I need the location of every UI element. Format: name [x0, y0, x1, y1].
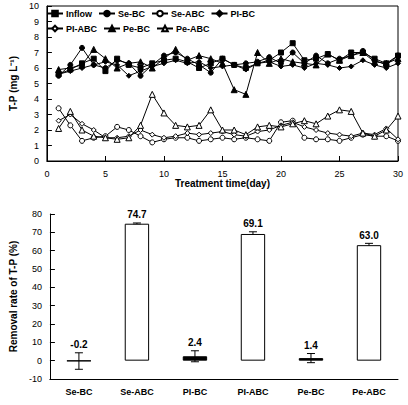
svg-text:4: 4 — [34, 94, 39, 104]
svg-text:0: 0 — [34, 156, 39, 166]
svg-text:0: 0 — [44, 169, 49, 179]
svg-text:Se-BC: Se-BC — [65, 387, 93, 397]
svg-text:30: 30 — [393, 169, 403, 179]
svg-text:60: 60 — [32, 246, 42, 256]
svg-text:T-P (mg L⁻¹): T-P (mg L⁻¹) — [8, 56, 19, 111]
svg-text:PI-ABC: PI-ABC — [66, 24, 97, 34]
svg-text:9: 9 — [34, 17, 39, 27]
svg-text:Pe-BC: Pe-BC — [123, 24, 151, 34]
svg-text:Se-ABC: Se-ABC — [171, 9, 205, 19]
svg-text:5: 5 — [103, 169, 108, 179]
svg-text:10: 10 — [29, 1, 39, 11]
svg-text:PI-BC: PI-BC — [183, 387, 208, 397]
svg-text:2: 2 — [34, 125, 39, 135]
svg-text:7: 7 — [34, 48, 39, 58]
svg-text:10: 10 — [159, 169, 169, 179]
svg-text:2.4: 2.4 — [188, 337, 202, 348]
svg-text:Pe-ABC: Pe-ABC — [352, 387, 386, 397]
svg-text:15: 15 — [217, 169, 227, 179]
svg-text:50: 50 — [32, 264, 42, 274]
svg-text:69.1: 69.1 — [243, 218, 263, 229]
svg-text:1.4: 1.4 — [304, 340, 318, 351]
svg-text:25: 25 — [334, 169, 344, 179]
svg-text:1: 1 — [34, 141, 39, 151]
svg-text:Pe-ABC: Pe-ABC — [176, 24, 210, 34]
svg-text:Pe-BC: Pe-BC — [297, 387, 325, 397]
svg-text:20: 20 — [32, 319, 42, 329]
svg-text:Se-ABC: Se-ABC — [120, 387, 154, 397]
svg-text:30: 30 — [32, 301, 42, 311]
svg-text:8: 8 — [34, 32, 39, 42]
svg-text:-10: -10 — [29, 374, 42, 384]
svg-text:Inflow: Inflow — [66, 9, 93, 19]
svg-text:10: 10 — [32, 337, 42, 347]
svg-text:20: 20 — [276, 169, 286, 179]
svg-text:Treatment time(day): Treatment time(day) — [175, 178, 270, 189]
svg-text:80: 80 — [32, 209, 42, 219]
svg-text:5: 5 — [34, 79, 39, 89]
svg-text:PI-ABC: PI-ABC — [237, 387, 268, 397]
svg-text:40: 40 — [32, 282, 42, 292]
svg-text:0: 0 — [37, 356, 42, 366]
svg-text:70: 70 — [32, 227, 42, 237]
svg-text:Removal rate of T-P (%): Removal rate of T-P (%) — [8, 241, 19, 353]
svg-text:6: 6 — [34, 63, 39, 73]
svg-text:63.0: 63.0 — [359, 230, 379, 241]
svg-text:74.7: 74.7 — [127, 209, 147, 220]
svg-text:Se-BC: Se-BC — [118, 9, 146, 19]
svg-text:PI-BC: PI-BC — [231, 9, 256, 19]
svg-text:-0.2: -0.2 — [70, 339, 88, 350]
svg-text:3: 3 — [34, 110, 39, 120]
